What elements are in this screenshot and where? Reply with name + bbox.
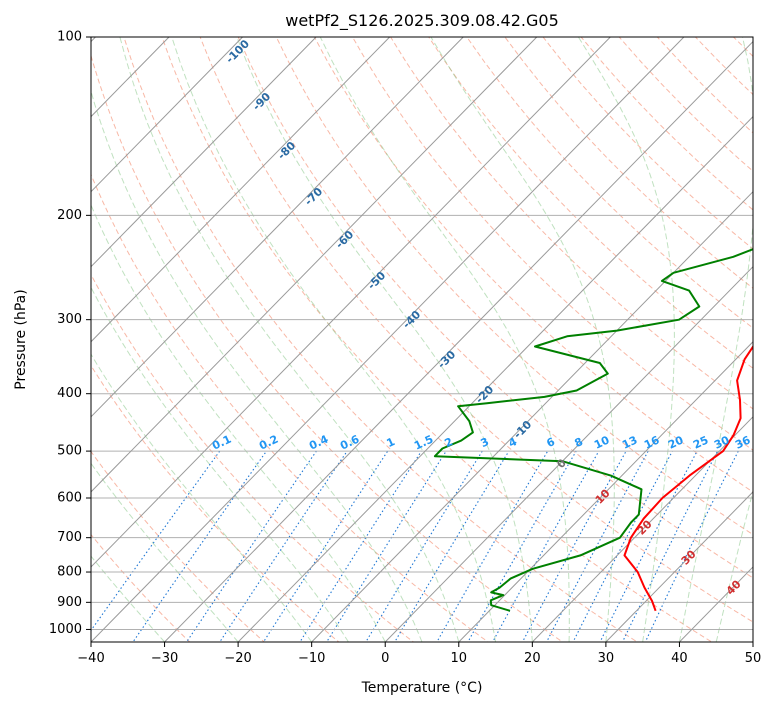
mixing-ratio-label: 30 [712, 433, 732, 451]
profile-series [433, 248, 753, 612]
moist-adiabat-line [91, 203, 386, 642]
temperature-profile-line [623, 344, 753, 612]
y-tick-label: 600 [57, 491, 82, 506]
isotherm-line [91, 37, 611, 568]
moist-adiabat-line [91, 89, 423, 642]
mixing-ratio-label: 10 [592, 433, 612, 451]
x-axis: −40 −30 −20 −10 0 10 20 30 40 50 [77, 642, 761, 666]
mixing-ratio-label: 36 [733, 433, 753, 451]
mixing-ratio-label: 25 [691, 433, 710, 451]
isotherm-line [91, 37, 685, 642]
moist-adiabat-line [319, 37, 570, 642]
x-tick-label: 50 [745, 651, 762, 666]
moist-adiabat-line [119, 37, 460, 642]
dry-adiabat-line [91, 53, 564, 642]
isotherm-line [605, 491, 753, 642]
x-tick-label: −40 [77, 651, 104, 666]
x-tick-label: 30 [598, 651, 615, 666]
x-tick-label: 20 [524, 651, 541, 666]
moist-adiabat-line [91, 286, 349, 642]
y-tick-label: 1000 [49, 622, 82, 637]
isotherm-line [91, 37, 538, 493]
y-tick-label: 200 [57, 208, 82, 223]
isotherm-line [531, 416, 753, 642]
moist-adiabats [91, 37, 753, 642]
y-tick-label: 900 [57, 595, 82, 610]
dry-adiabat-line [91, 533, 191, 642]
isotherm-line [458, 341, 753, 642]
x-tick-label: −30 [151, 651, 178, 666]
isotherm-line [91, 37, 317, 268]
isotherm-line [311, 190, 753, 642]
isotherm-line [91, 37, 464, 418]
y-tick-label: 300 [57, 312, 82, 327]
moist-adiabat-line [91, 462, 239, 642]
y-tick-label: 100 [57, 30, 82, 45]
x-tick-label: 0 [381, 651, 389, 666]
dry-adiabat-line [313, 37, 753, 493]
isotherms [91, 37, 753, 642]
x-tick-label: 40 [671, 651, 688, 666]
mixing-ratio-label: 20 [666, 433, 686, 451]
y-axis: 100 200 300 400 500 600 700 800 900 1000 [49, 30, 91, 637]
dry-adiabat-line [123, 37, 639, 642]
dry-adiabat-line [161, 37, 713, 642]
isotherm-line [237, 115, 753, 642]
mixing-ratio-label: 16 [642, 433, 662, 451]
dry-adiabat-line [91, 273, 415, 642]
plot-frame [90, 36, 754, 643]
moist-adiabat-line [171, 37, 497, 642]
x-axis-title: Temperature (°C) [361, 680, 483, 696]
dry-adiabat-line [91, 173, 489, 642]
moist-adiabat-line [91, 555, 165, 642]
dry-adiabat-line [466, 37, 753, 329]
moist-adiabat-line [91, 353, 313, 642]
chart-title: wetPf2_S126.2025.309.08.42.G05 [285, 11, 559, 31]
plot-area [91, 37, 753, 642]
dry-adiabat-line [237, 37, 753, 579]
y-tick-label: 800 [57, 565, 82, 580]
dry-adiabat-line [428, 37, 753, 369]
x-tick-label: −10 [298, 651, 325, 666]
moist-adiabat-line [678, 37, 753, 642]
y-tick-label: 700 [57, 530, 82, 545]
isotherm-line [384, 266, 753, 642]
moist-adiabat-line [577, 37, 675, 642]
dry-adiabat-line [275, 37, 753, 536]
y-axis-title: Pressure (hPa) [13, 289, 29, 389]
dry-adiabat-line [199, 37, 753, 623]
y-tick-label: 500 [57, 444, 82, 459]
moist-adiabat-line [430, 37, 615, 642]
pressure-grid [91, 37, 753, 630]
dry-adiabat-line [91, 450, 265, 642]
isotherm-line [91, 37, 391, 343]
dry-adiabat-line [91, 364, 340, 642]
isotherm-line [164, 40, 753, 642]
mixing-ratio-label: 13 [620, 433, 639, 451]
isotherm-line [91, 37, 243, 193]
x-tick-label: −20 [224, 651, 251, 666]
y-tick-label: 400 [57, 386, 82, 401]
dewpoint-profile-line [433, 248, 753, 612]
dry-adiabats [91, 37, 753, 642]
x-tick-label: 10 [451, 651, 468, 666]
moist-adiabat-line [236, 37, 533, 642]
